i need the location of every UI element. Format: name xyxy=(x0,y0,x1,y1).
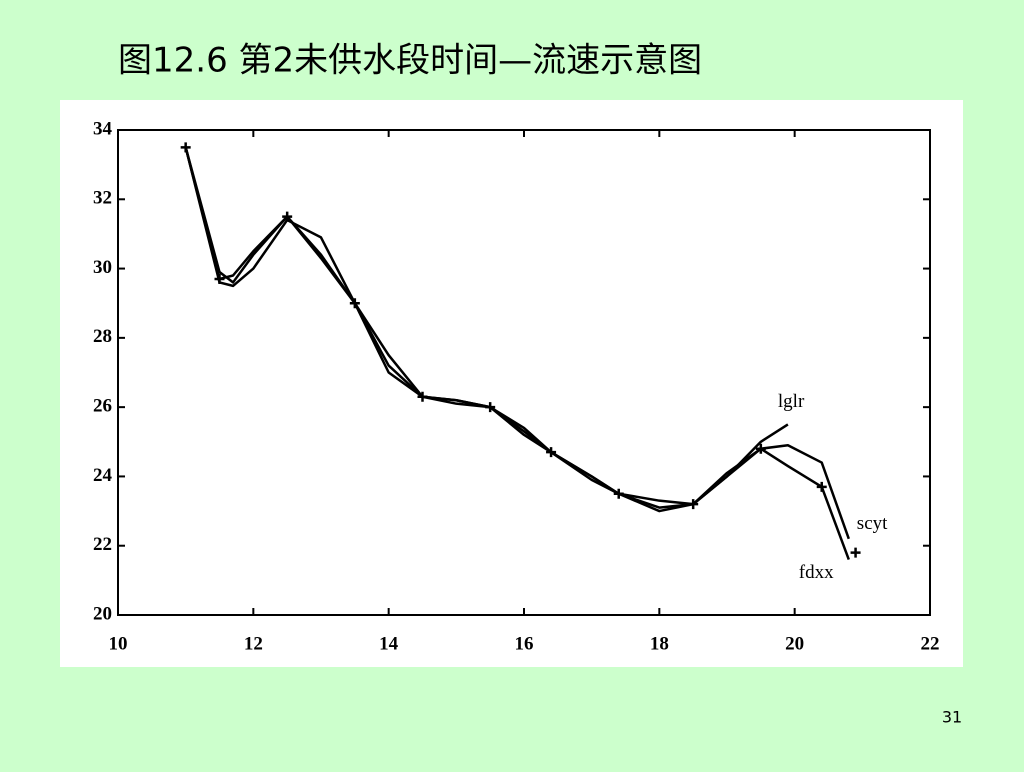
point-marker xyxy=(850,547,861,558)
y-tick-label: 22 xyxy=(93,534,112,555)
point-marker xyxy=(282,211,293,222)
page-number: 31 xyxy=(942,708,962,727)
series-label: scyt xyxy=(857,513,888,534)
point-marker xyxy=(688,499,699,510)
x-tick-label: 10 xyxy=(109,633,128,654)
point-marker xyxy=(546,447,557,458)
y-tick-label: 32 xyxy=(93,188,112,209)
x-tick-label: 14 xyxy=(379,633,399,654)
x-tick-label: 18 xyxy=(650,633,669,654)
y-tick-label: 28 xyxy=(93,326,112,347)
point-marker xyxy=(755,443,766,454)
x-tick-label: 22 xyxy=(921,633,940,654)
x-tick-label: 16 xyxy=(515,633,534,654)
point-marker xyxy=(417,391,428,402)
point-marker xyxy=(816,481,827,492)
point-marker xyxy=(180,142,191,153)
series-label: fdxx xyxy=(799,562,834,583)
y-tick-label: 30 xyxy=(93,257,112,278)
y-tick-label: 24 xyxy=(93,465,113,486)
x-tick-label: 20 xyxy=(785,633,804,654)
series-line xyxy=(184,147,850,561)
point-marker xyxy=(214,273,225,284)
chart-background xyxy=(60,100,963,667)
series-label: lglr xyxy=(778,391,805,412)
x-tick-label: 12 xyxy=(244,633,263,654)
point-marker xyxy=(485,402,496,413)
slide-title: 图12.6 第2未供水段时间—流速示意图 xyxy=(118,41,702,81)
y-tick-label: 34 xyxy=(93,118,113,139)
point-marker xyxy=(613,488,624,499)
series-line xyxy=(184,147,850,540)
point-marker xyxy=(349,298,360,309)
y-tick-label: 26 xyxy=(93,396,112,417)
y-tick-label: 20 xyxy=(93,603,112,624)
